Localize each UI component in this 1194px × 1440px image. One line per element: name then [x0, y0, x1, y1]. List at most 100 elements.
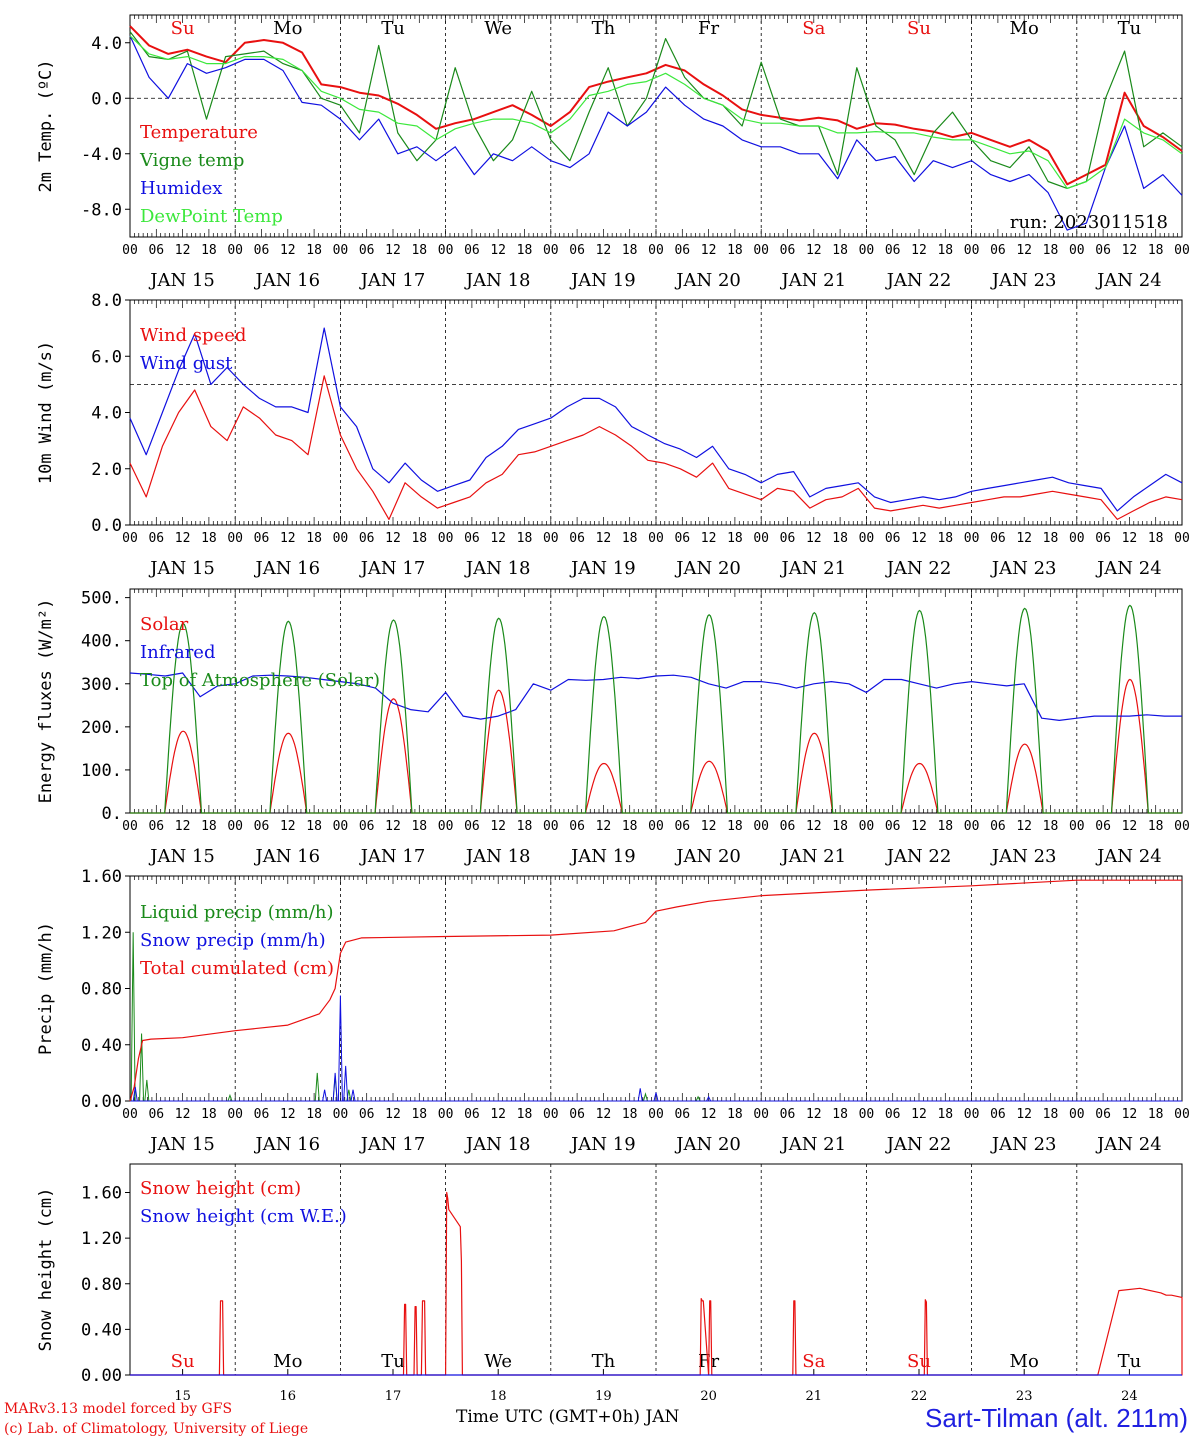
- hour-tick-label: 00: [753, 1107, 769, 1122]
- date-label: JAN 24: [1095, 1134, 1162, 1155]
- hour-tick-label: 18: [517, 819, 533, 834]
- hour-tick-label: 12: [1016, 243, 1032, 258]
- hour-tick-label: 00: [1174, 1107, 1190, 1122]
- y-tick-label: 0.40: [81, 1320, 122, 1340]
- legend-entry: Infrared: [140, 642, 215, 663]
- hour-tick-label: 12: [1016, 819, 1032, 834]
- hour-tick-label: 12: [806, 1107, 822, 1122]
- day-number-label: 21: [806, 1389, 823, 1404]
- precip-spike: [322, 1089, 328, 1102]
- series-2-day-curve: [761, 611, 867, 814]
- hour-tick-label: 06: [780, 243, 796, 258]
- hour-tick-label: 00: [122, 819, 138, 834]
- hour-tick-label: 00: [1069, 531, 1085, 546]
- weekday-label: Sa: [802, 18, 825, 39]
- date-label: JAN 18: [464, 558, 531, 579]
- series-line: [129, 672, 1182, 721]
- series-2-day-curve: [445, 617, 551, 814]
- hour-tick-label: 06: [990, 531, 1006, 546]
- date-label: JAN 21: [780, 558, 847, 579]
- hour-tick-label: 00: [122, 1107, 138, 1122]
- hour-tick-label: 00: [753, 819, 769, 834]
- hour-tick-label: 00: [438, 531, 454, 546]
- date-label: JAN 16: [254, 270, 321, 291]
- weekday-label: Mo: [1010, 18, 1039, 39]
- hour-tick-label: 06: [780, 531, 796, 546]
- hour-tick-label: 06: [464, 531, 480, 546]
- hour-tick-label: 18: [1043, 243, 1059, 258]
- precip-spike: [314, 1072, 320, 1102]
- hour-tick-label: 12: [911, 1107, 927, 1122]
- series-line: [129, 31, 1183, 189]
- panel-temp: 4.0 0.0 -4.0 -8.0 2m Temp. (ºC) 00 06 12 18 JAN 1…: [36, 14, 1190, 291]
- precip-spike: [139, 1033, 145, 1102]
- day-number-label: 18: [490, 1389, 507, 1404]
- hour-tick-label: 18: [832, 1107, 848, 1122]
- weekday-label: Su: [907, 18, 931, 39]
- hour-tick-label: 18: [306, 1107, 322, 1122]
- date-label: JAN 23: [990, 1134, 1057, 1155]
- hour-tick-label: 06: [990, 819, 1006, 834]
- y-tick-label: -8.0: [81, 200, 122, 220]
- hour-tick-label: 00: [543, 531, 559, 546]
- series-0-day-curve: [656, 760, 762, 814]
- hour-tick-label: 18: [622, 1107, 638, 1122]
- precip-spike: [227, 1093, 233, 1102]
- legend-entry: Total cumulated (cm): [140, 958, 334, 979]
- y-tick-label: 0.00: [81, 1366, 122, 1386]
- hour-tick-label: 00: [1069, 1107, 1085, 1122]
- hour-tick-label: 06: [990, 243, 1006, 258]
- run-label: run: 2023011518: [1010, 212, 1168, 233]
- y-tick-label: 0.: [102, 804, 122, 824]
- day-number-label: 15: [174, 1389, 191, 1404]
- weekday-label: Th: [592, 1351, 616, 1372]
- hour-tick-label: 00: [1174, 243, 1190, 258]
- hour-tick-label: 18: [832, 531, 848, 546]
- date-label: JAN 23: [990, 270, 1057, 291]
- hour-tick-label: 12: [701, 819, 717, 834]
- hour-tick-label: 06: [569, 243, 585, 258]
- legend-entry: Humidex: [140, 178, 222, 199]
- hour-tick-label: 18: [411, 531, 427, 546]
- hour-tick-label: 00: [859, 243, 875, 258]
- hour-tick-label: 12: [596, 819, 612, 834]
- hour-tick-label: 06: [885, 243, 901, 258]
- hour-tick-label: 00: [122, 243, 138, 258]
- hour-tick-label: 18: [727, 243, 743, 258]
- legend-entry: Wind gust: [140, 353, 233, 374]
- legend-entry: Snow precip (mm/h): [140, 930, 326, 951]
- hour-tick-label: 06: [1095, 243, 1111, 258]
- hour-tick-label: 12: [911, 819, 927, 834]
- y-tick-label: 200.: [81, 718, 122, 738]
- precip-spike: [144, 1079, 150, 1102]
- hour-tick-label: 12: [1122, 531, 1138, 546]
- plot-frame: [129, 588, 1183, 814]
- series-0-day-curve: [130, 730, 236, 814]
- hour-tick-label: 18: [937, 531, 953, 546]
- legend-entry: DewPoint Temp: [140, 206, 283, 227]
- hour-tick-label: 18: [832, 819, 848, 834]
- y-axis-label: 2m Temp. (ºC): [36, 59, 56, 192]
- hour-tick-label: 12: [596, 243, 612, 258]
- hour-tick-label: 00: [1069, 819, 1085, 834]
- hour-tick-label: 12: [1122, 1107, 1138, 1122]
- hour-tick-label: 18: [727, 531, 743, 546]
- hour-tick-label: 06: [1095, 531, 1111, 546]
- hour-tick-label: 18: [411, 243, 427, 258]
- date-label: JAN 17: [359, 558, 426, 579]
- date-label: JAN 16: [254, 846, 321, 867]
- y-tick-label: 2.0: [91, 460, 122, 480]
- hour-tick-label: 00: [227, 1107, 243, 1122]
- hour-tick-label: 18: [1043, 819, 1059, 834]
- y-tick-label: 100.: [81, 761, 122, 781]
- date-label: JAN 17: [359, 1134, 426, 1155]
- hour-tick-label: 06: [464, 819, 480, 834]
- series-2-day-curve: [1076, 604, 1182, 814]
- weekday-label: Tu: [1118, 1351, 1142, 1372]
- precip-spike: [350, 1089, 356, 1102]
- hour-tick-label: 00: [333, 819, 349, 834]
- series-0-day-curve: [445, 689, 551, 814]
- legend-entry: Top of Atmosphere (Solar): [140, 670, 380, 691]
- hour-tick-label: 12: [490, 819, 506, 834]
- hour-tick-label: 00: [859, 531, 875, 546]
